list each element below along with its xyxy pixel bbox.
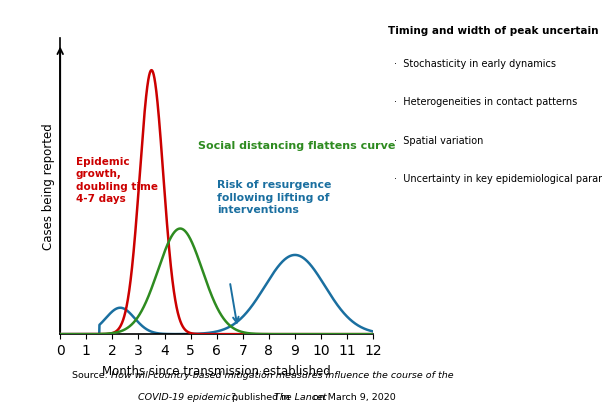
Y-axis label: Cases being reported: Cases being reported xyxy=(42,123,55,249)
Text: Epidemic
growth,
doubling time
4-7 days: Epidemic growth, doubling time 4-7 days xyxy=(76,157,158,204)
Text: ·  Spatial variation: · Spatial variation xyxy=(394,136,483,146)
Text: COVID-19 epidemic?,: COVID-19 epidemic?, xyxy=(138,393,239,402)
Text: ·  Stochasticity in early dynamics: · Stochasticity in early dynamics xyxy=(394,59,556,69)
X-axis label: Months since transmission established: Months since transmission established xyxy=(102,365,331,378)
Text: ·  Heterogeneities in contact patterns: · Heterogeneities in contact patterns xyxy=(394,97,577,107)
Text: ·  Uncertainty in key epidemiological parameters: · Uncertainty in key epidemiological par… xyxy=(394,174,602,184)
Text: The Lancet: The Lancet xyxy=(274,393,326,402)
Text: Source:: Source: xyxy=(72,371,111,379)
Text: on March 9, 2020: on March 9, 2020 xyxy=(310,393,396,402)
Text: How will country-based mitigation measures influence the course of the: How will country-based mitigation measur… xyxy=(111,371,454,379)
Text: Risk of resurgence
following lifting of
interventions: Risk of resurgence following lifting of … xyxy=(217,180,331,215)
Text: published in: published in xyxy=(229,393,293,402)
Text: Social distancing flattens curve: Social distancing flattens curve xyxy=(198,141,396,151)
Text: Timing and width of peak uncertain due to:: Timing and width of peak uncertain due t… xyxy=(388,26,602,36)
